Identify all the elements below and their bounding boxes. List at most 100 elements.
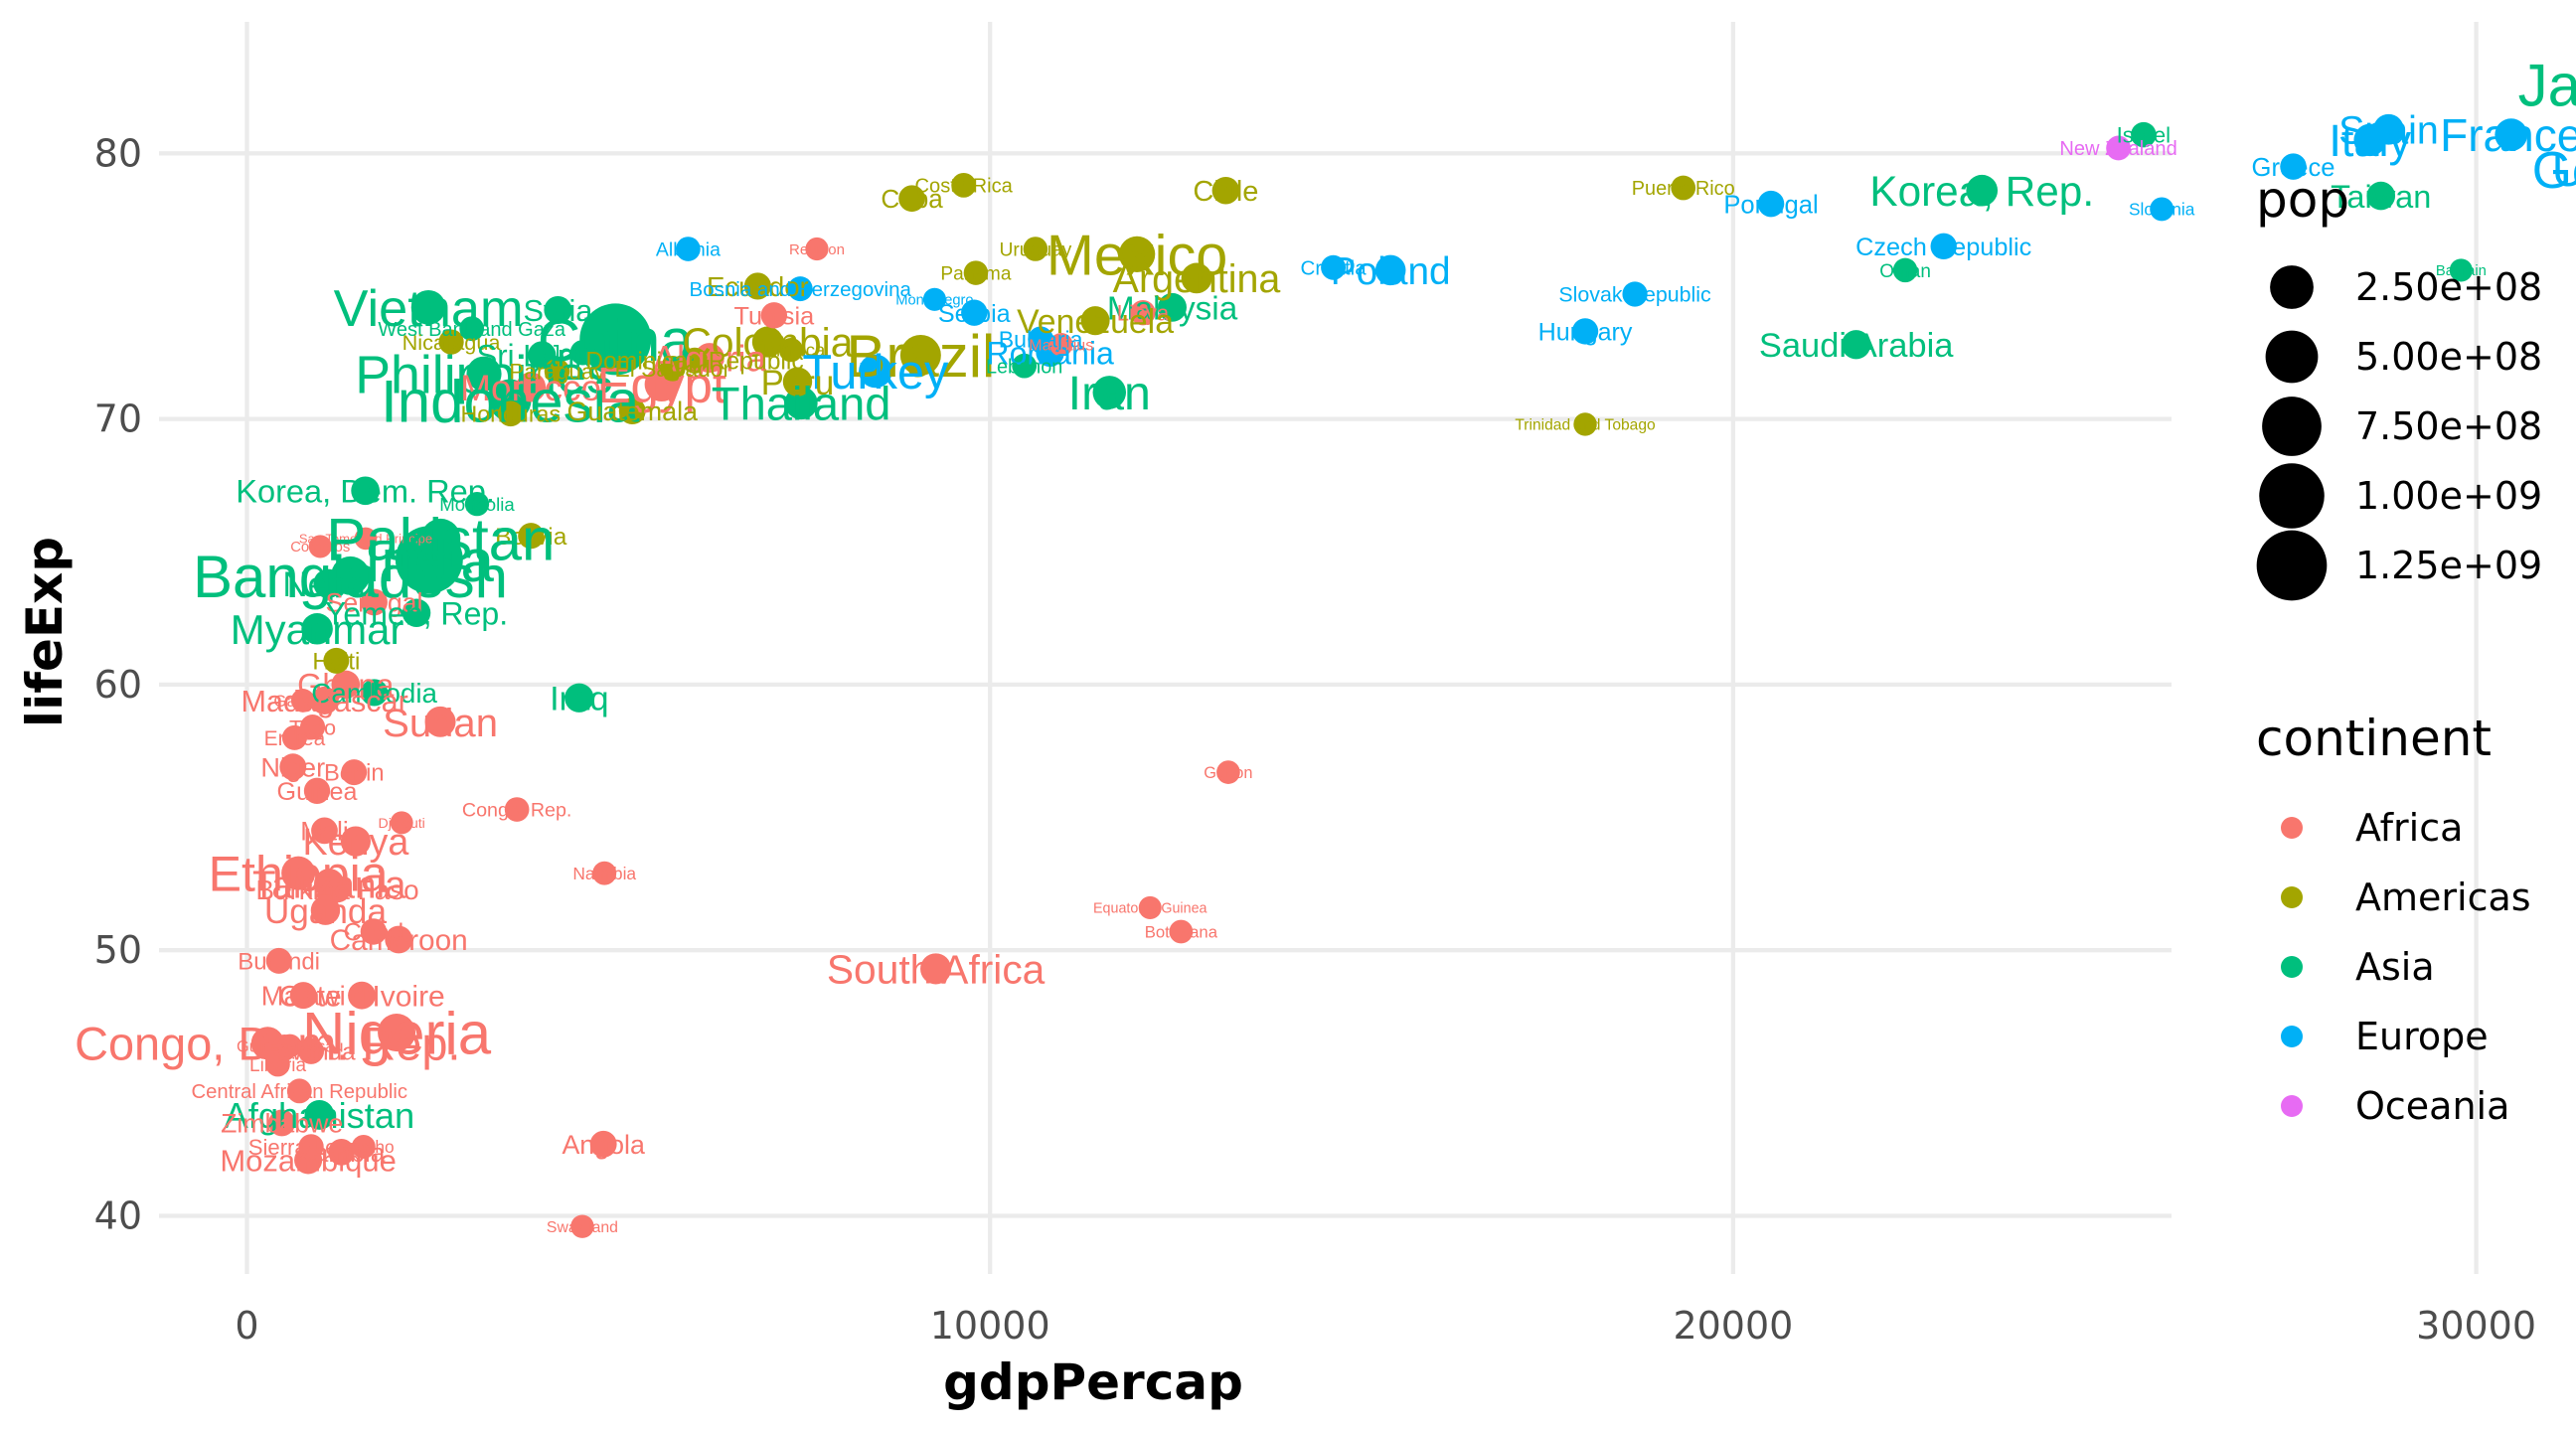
point-label: Vietnam: [334, 280, 524, 338]
data-point: [298, 1134, 324, 1160]
data-point: [310, 686, 339, 715]
data-point: [351, 476, 380, 506]
point-label: Gabon: [1204, 764, 1252, 782]
point-label: Jordan: [550, 341, 616, 366]
data-point: [1321, 254, 1347, 280]
point-label: Colombia: [682, 320, 853, 366]
data-point: [286, 1078, 312, 1104]
point-label: Japan: [2518, 52, 2576, 118]
point-label: Korea, Rep.: [1869, 168, 2094, 215]
point-label: Poland: [1331, 250, 1451, 293]
point-label: France: [2440, 109, 2576, 161]
point-label: Honduras: [461, 401, 562, 427]
data-point: [385, 925, 413, 954]
point-label: Pakistan: [326, 506, 555, 572]
color-legend-title: continent: [2256, 710, 2492, 767]
data-point: [459, 316, 485, 342]
point-label: Malawi: [261, 980, 346, 1011]
data-point: [265, 1051, 290, 1077]
data-point: [281, 856, 316, 890]
data-point: [378, 1014, 416, 1052]
color-legend-glyph: a: [2285, 885, 2299, 912]
point-label: Sierra Leone: [248, 1135, 375, 1160]
size-legend-title: pop: [2256, 171, 2349, 229]
point-label: Nigeria: [302, 1001, 492, 1067]
color-legend-key: [2281, 1095, 2303, 1117]
point-label: Montenegro: [895, 293, 973, 309]
point-label: Romania: [986, 335, 1114, 371]
size-legend-key: [2262, 397, 2322, 456]
x-tick-label: 20000: [1673, 1304, 1793, 1348]
data-point: [361, 679, 389, 707]
data-point: [1374, 254, 1406, 286]
data-point: [544, 358, 570, 385]
data-point: [1671, 175, 1696, 201]
point-label: Indonesia: [381, 368, 640, 434]
point-labels: JapanHong Kong, ChinaIcelandSwitzerlandA…: [75, 52, 2576, 1235]
data-point: [2373, 113, 2404, 145]
point-label: Argentina: [1113, 257, 1281, 301]
point-label: Ghana: [297, 668, 395, 704]
point-label: Uganda: [264, 892, 388, 931]
point-label: Israel: [2117, 123, 2172, 148]
data-point: [250, 1027, 284, 1060]
color-legend: continent a Africa a Americas a Asia a Europe a O…: [2256, 710, 2531, 1128]
y-tick-label: 80: [94, 131, 142, 175]
y-tick-label: 60: [94, 663, 142, 707]
point-label: Mali: [300, 816, 349, 846]
color-legend-glyph: a: [2285, 816, 2299, 843]
point-label: Egypt: [596, 357, 726, 413]
point-label: Mongolia: [439, 494, 515, 515]
data-point: [281, 724, 307, 750]
x-tick-label: 0: [235, 1304, 258, 1348]
data-point: [438, 329, 464, 355]
point-label: Jamaica: [756, 340, 826, 361]
point-label: Malaysia: [1107, 290, 1238, 327]
point-label: Turkey: [802, 346, 949, 399]
point-label: Madagascar: [241, 685, 407, 718]
point-label: Albania: [656, 239, 721, 261]
data-point: [516, 372, 547, 402]
point-label: Venezuela: [1017, 303, 1174, 341]
point-label: Uruguay: [999, 239, 1071, 260]
data-point: [518, 523, 545, 550]
data-point: [1158, 292, 1187, 322]
point-label: Costa Rica: [915, 176, 1014, 198]
point-label: Cambodia: [311, 678, 437, 709]
point-label: Myanmar: [231, 606, 404, 653]
point-label: Djibouti: [379, 816, 425, 832]
data-point: [1048, 332, 1073, 357]
data-point: [1757, 190, 1785, 218]
point-label: Ecuador: [707, 271, 809, 302]
point-label: Trinidad and Tobago: [1515, 417, 1656, 434]
size-legend-label: 1.00e+09: [2355, 474, 2542, 518]
data-point: [1012, 353, 1038, 379]
data-point: [308, 535, 332, 558]
point-label: Burundi: [238, 949, 320, 976]
point-label: Libya: [1117, 301, 1170, 326]
color-legend-key: [2281, 817, 2303, 839]
point-label: Kenya: [302, 821, 408, 863]
data-point: [311, 817, 338, 845]
point-label: China: [538, 307, 694, 374]
data-point: [2131, 121, 2157, 148]
data-point: [1892, 257, 1918, 283]
data-point: [1169, 919, 1194, 944]
y-tick-label: 40: [94, 1194, 142, 1238]
data-point: [2280, 153, 2307, 180]
point-label: Chile: [1193, 176, 1258, 208]
data-point: [323, 647, 350, 674]
point-label: Iraq: [550, 681, 608, 718]
point-label: Sao Tome and Principe: [299, 532, 432, 547]
y-tick-label: 70: [94, 398, 142, 441]
point-label: Croatia: [1301, 257, 1368, 280]
data-point: [589, 1130, 617, 1158]
data-point: [564, 683, 594, 713]
data-point: [304, 1100, 335, 1130]
data-point: [268, 1109, 296, 1137]
data-point: [466, 356, 502, 392]
data-point: [310, 895, 341, 925]
data-point: [424, 706, 456, 737]
point-label: Bolivia: [495, 524, 567, 551]
point-label: Central African Republic: [191, 1081, 407, 1103]
